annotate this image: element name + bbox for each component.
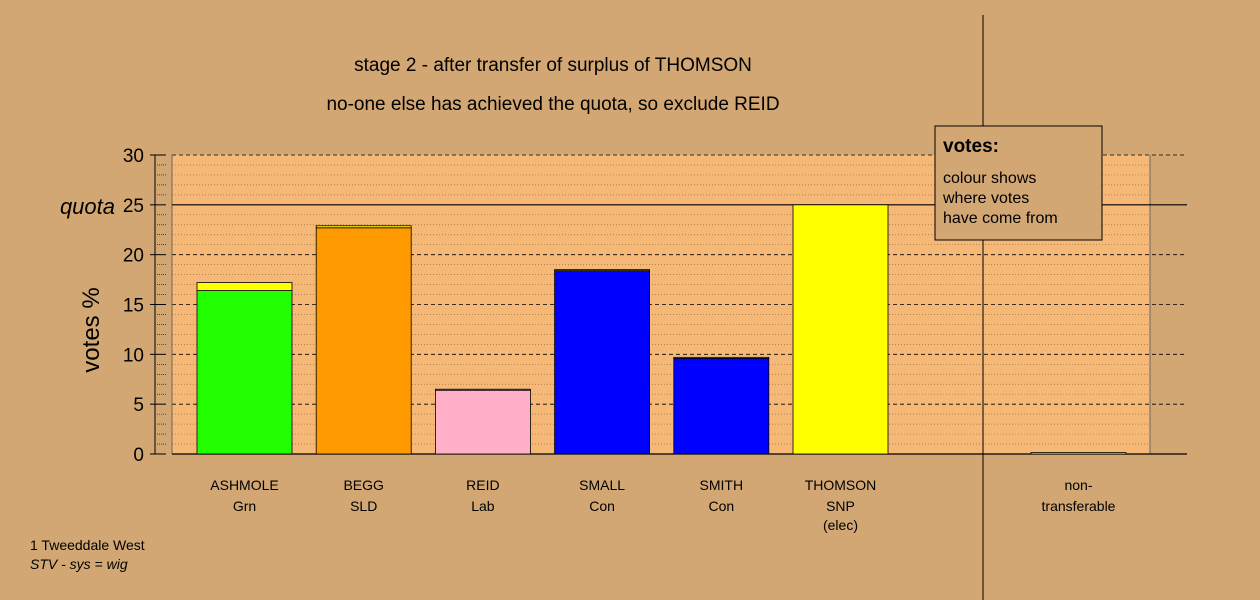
y-tick-label: 10: [123, 345, 144, 366]
bar-segment-small: [554, 270, 650, 455]
chart-title: stage 2 - after transfer of surplus of T…: [354, 55, 752, 76]
bars: [196, 204, 1127, 455]
x-label-nontransferable-2: transferable: [1042, 498, 1116, 514]
y-axis: 0 5 10 15 20 25 30: [123, 146, 166, 466]
bar-segment-ashmole: [196, 290, 293, 455]
bar-segment-smith: [673, 357, 770, 455]
legend-title: votes:: [943, 136, 999, 157]
x-label-name: REID: [466, 477, 499, 493]
bar-segment-reid: [434, 389, 531, 455]
bar-segment-reid: [434, 388, 531, 391]
legend-box: [934, 125, 1103, 241]
y-tick-label: 15: [123, 296, 144, 317]
y-tick-label: 0: [133, 445, 144, 466]
x-label-name: BEGG: [343, 477, 383, 493]
legend-line-2: where votes: [942, 190, 1029, 207]
y-tick-label: 25: [123, 196, 144, 217]
x-label-party: Lab: [471, 498, 495, 514]
x-label-party: Con: [708, 498, 734, 514]
x-label-nontransferable-1: non-: [1064, 477, 1092, 493]
bar-segment-thomson: [792, 204, 889, 455]
legend-line-3: have come from: [943, 210, 1058, 227]
y-tick-label: 30: [123, 146, 144, 167]
legend-line-1: colour shows: [943, 170, 1036, 187]
bar-segment-begg: [315, 227, 412, 455]
x-label-party: SNP: [826, 498, 855, 514]
quota-label: quota: [60, 194, 115, 219]
footnote-constituency: 1 Tweeddale West: [30, 537, 145, 553]
x-label-party: Con: [589, 498, 615, 514]
x-label-party: SLD: [350, 498, 377, 514]
x-label-name: SMALL: [579, 477, 625, 493]
chart-subtitle: no-one else has achieved the quota, so e…: [326, 94, 779, 115]
bar-segment-smith: [673, 356, 770, 359]
y-tick-label: 20: [123, 246, 144, 267]
y-tick-label: 5: [133, 395, 144, 416]
bar-segment-small: [554, 269, 650, 272]
footnote-system: STV - sys = wig: [30, 556, 128, 572]
x-label-name: SMITH: [700, 477, 744, 493]
x-axis-labels: ASHMOLE Grn BEGG SLD REID Lab SMALL Con SMITH Con…: [210, 477, 1115, 533]
legend: votes: colour shows where votes have com…: [934, 125, 1103, 241]
bar-nontransferable: [1030, 452, 1127, 455]
y-axis-title: votes %: [78, 287, 105, 372]
x-label-note: (elec): [823, 517, 858, 533]
x-label-name: THOMSON: [805, 477, 877, 493]
bar-segment-begg: [315, 225, 412, 229]
x-label-party: Grn: [233, 498, 256, 514]
x-label-name: ASHMOLE: [210, 477, 278, 493]
bar-segment-ashmole: [196, 282, 293, 291]
